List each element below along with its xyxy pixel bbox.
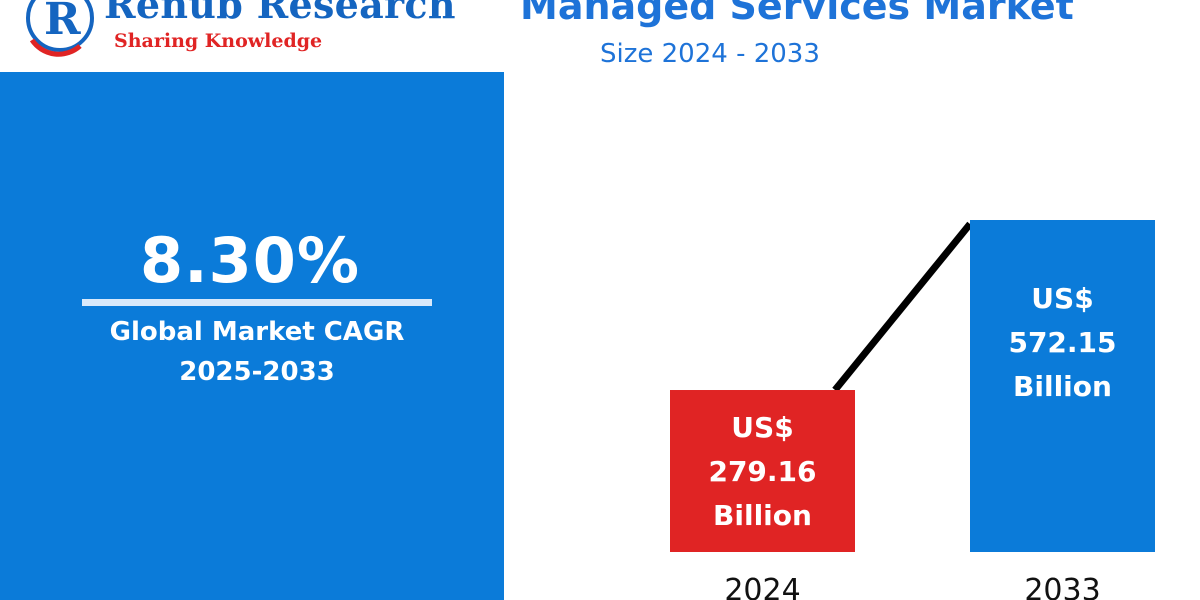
category-label-2033: 2033: [1024, 573, 1100, 600]
chart-title: Managed Services Market: [520, 0, 1074, 28]
data-label-2033-line2: 572.15: [1008, 326, 1116, 359]
market-size-chart: US$ 279.16 Billion 2024 US$ 572.15 Billion 2033: [670, 220, 1155, 600]
cagr-divider: [82, 299, 432, 306]
cagr-label-line1: Global Market CAGR: [109, 317, 405, 347]
cagr-value: 8.30%: [139, 224, 361, 297]
trend-line: [832, 221, 973, 393]
data-label-2024-line2: 279.16: [708, 455, 816, 488]
data-label-2024-line1: US$: [731, 411, 793, 444]
cagr-label: Global Market CAGR 2025-2033: [0, 312, 514, 392]
brand-tagline: Sharing Knowledge: [114, 30, 323, 52]
bar-2033: [970, 220, 1155, 552]
data-label-2033-line3: Billion: [1013, 370, 1112, 403]
brand-logo: R Renub Research Sharing Knowledge: [18, 0, 455, 58]
cagr-label-line2: 2025-2033: [179, 357, 335, 387]
cagr-panel: 8.30% Global Market CAGR 2025-2033: [0, 72, 504, 600]
data-label-2024-line3: Billion: [713, 499, 812, 532]
brand-name: Renub Research: [104, 0, 456, 27]
svg-text:R: R: [44, 0, 81, 45]
data-label-2033-line1: US$: [1031, 282, 1093, 315]
bar-2024: [670, 390, 855, 552]
chart-subtitle: Size 2024 - 2033: [600, 39, 820, 69]
category-label-2024: 2024: [724, 573, 800, 600]
renub-logo-icon: R: [26, 0, 94, 57]
